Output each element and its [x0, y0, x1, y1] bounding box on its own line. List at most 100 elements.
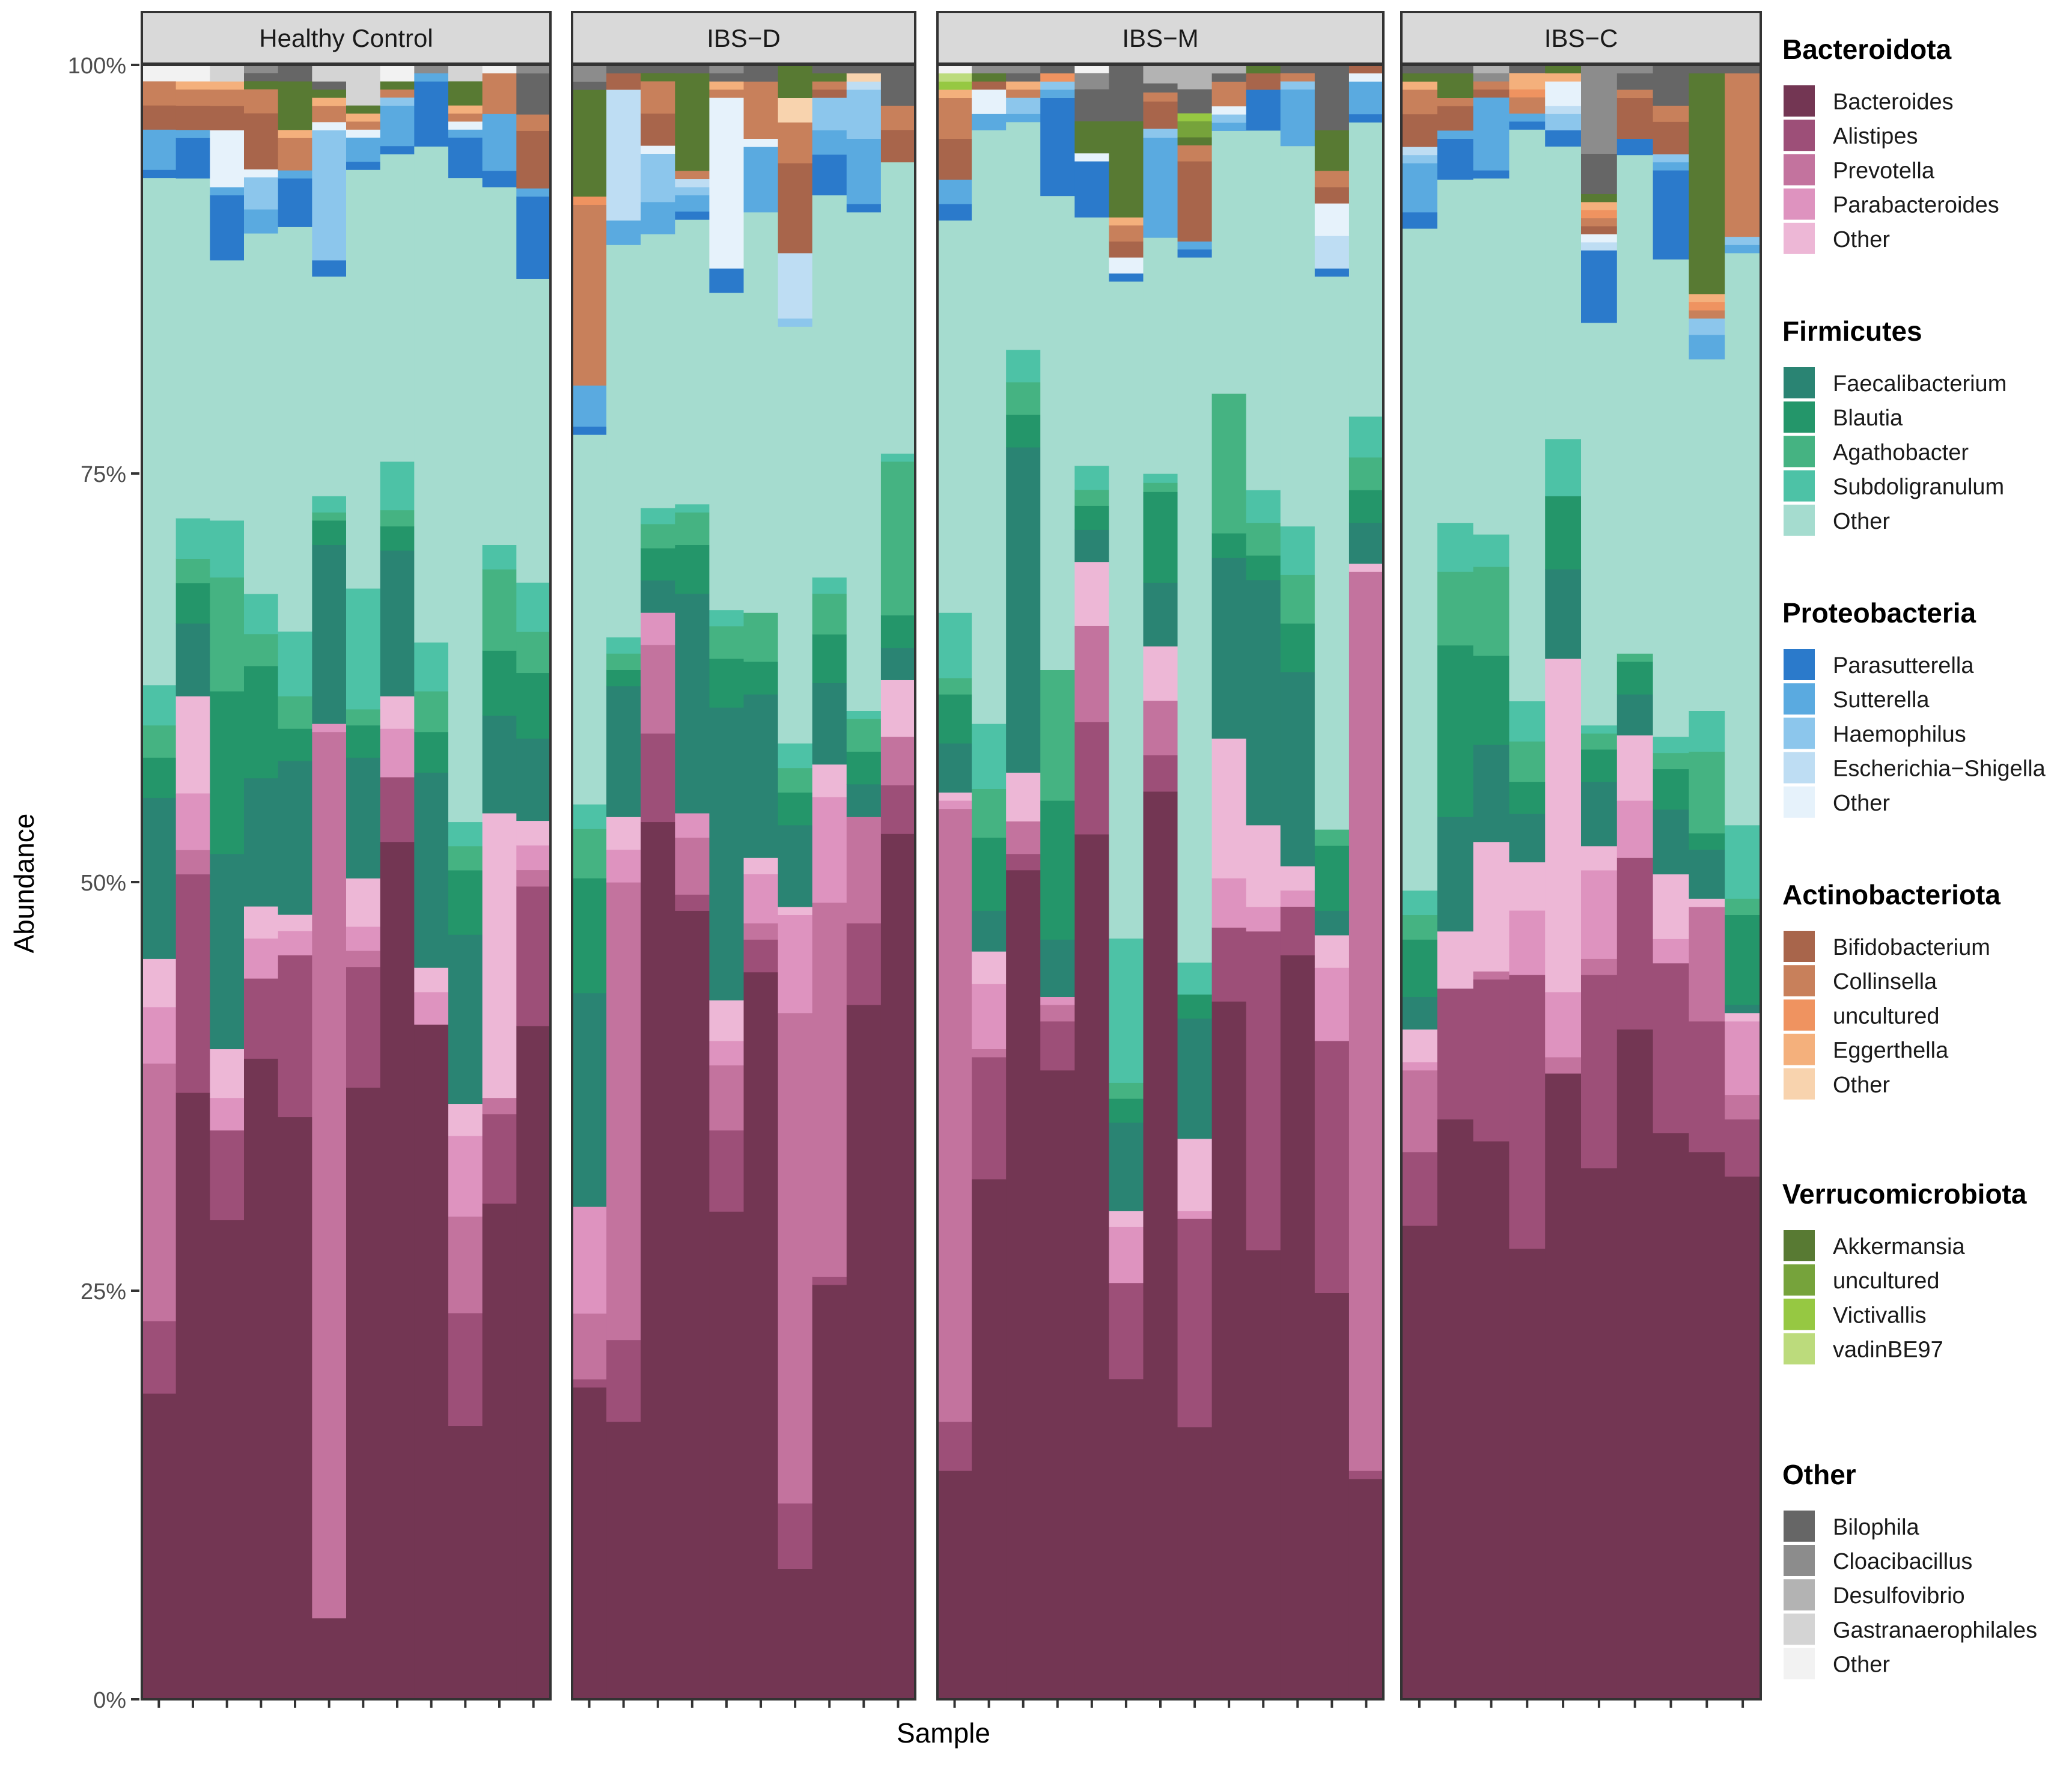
- legend-label: Prevotella: [1833, 158, 1935, 183]
- sample-bar: [1725, 65, 1761, 1700]
- bar-segment-collinsella: [175, 89, 210, 106]
- bar-segment-prevotella: [606, 882, 641, 1341]
- bar-segment-agathobacter: [880, 461, 916, 616]
- bar-segment-parasutterella: [142, 169, 177, 178]
- bar-segment-agathobacter: [1211, 393, 1247, 534]
- sample-bar: [448, 65, 483, 1700]
- bar-segment-collinsella: [516, 114, 551, 131]
- bar-segment-othother: [142, 65, 177, 82]
- bar-segment-parabacteroides: [380, 728, 415, 778]
- bar-segment-bilophila: [244, 73, 279, 82]
- legend-swatch: [1784, 154, 1815, 186]
- bar-segment-alistipes: [1581, 975, 1618, 1169]
- bar-segment-bactother: [1509, 862, 1546, 911]
- bar-segment-bactother: [346, 878, 381, 927]
- bar-segment-faecalibacterium: [778, 824, 813, 907]
- bar-segment-sutterella: [346, 137, 381, 162]
- bar-segment-blautia: [380, 526, 415, 551]
- bar-segment-faecalibacterium: [482, 715, 517, 814]
- bar-segment-subdoligranulum: [175, 518, 210, 559]
- sample-bar: [1473, 65, 1510, 1700]
- legend-swatch: [1784, 401, 1815, 433]
- bar-segment-protother: [1545, 81, 1582, 106]
- bar-segment-bactother: [1143, 646, 1178, 701]
- sample-bar: [880, 65, 916, 1700]
- bar-segment-subdoligranulum: [709, 609, 745, 627]
- bar-segment-gastranaerophilales: [346, 65, 381, 106]
- bar-segment-akkermansia: [448, 81, 483, 106]
- bar-segment-sutterella: [743, 147, 779, 213]
- bar-segment-bacteroides: [743, 972, 779, 1700]
- bar-segment-bactother: [972, 951, 1007, 984]
- bar-segment-faecalibacterium: [709, 707, 745, 1000]
- bar-segment-alistipes: [1725, 1119, 1761, 1177]
- legend-label: Bilophila: [1833, 1515, 1920, 1540]
- bar-segment-alistipes: [1653, 963, 1689, 1134]
- bar-segment-bacteroides: [1006, 869, 1041, 1700]
- bar-segment-agathobacter: [709, 626, 745, 659]
- bar-segment-prevotella: [709, 1065, 745, 1131]
- bar-segment-blautia: [1280, 623, 1315, 672]
- bar-segment-collinsella: [448, 113, 483, 122]
- bar-segment-collinsella: [1581, 218, 1618, 227]
- bar-segment-parasutterella: [278, 178, 312, 227]
- bar-segment-agathobacter: [175, 558, 210, 583]
- bar-segment-blautia: [1348, 490, 1384, 523]
- bar-segment-blautia: [1725, 915, 1761, 1005]
- legend-label: Alistipes: [1833, 124, 1918, 149]
- bar-segment-parabacteroides: [1314, 967, 1350, 1041]
- sample-bar: [1280, 65, 1315, 1700]
- sample-bar: [972, 65, 1007, 1700]
- bar-segment-agathobacter: [210, 577, 245, 692]
- bar-segment-alistipes: [1280, 906, 1315, 955]
- legend-swatch: [1784, 717, 1815, 749]
- bar-segment-firmother: [1689, 359, 1725, 711]
- bar-segment-agathobacter: [937, 678, 972, 695]
- legend-label: Agathobacter: [1833, 440, 1969, 465]
- bar-segment-parabacteroides: [606, 849, 641, 883]
- bar-segment-bacteroides: [516, 1026, 551, 1700]
- bar-segment-subdoligranulum: [482, 544, 517, 570]
- bar-segment-akkermansia: [1109, 121, 1144, 218]
- bar-segment-agathobacter: [572, 829, 607, 878]
- sample-bar: [606, 65, 641, 1700]
- bar-segment-bifidobacterium: [175, 105, 210, 130]
- bar-segment-bacteroides: [1143, 791, 1178, 1700]
- bar-segment-collinsella: [1616, 89, 1654, 98]
- bar-segment-bilophila: [1211, 73, 1247, 82]
- bar-segment-parabacteroides: [142, 1006, 177, 1064]
- legend-swatch: [1784, 470, 1815, 502]
- bar-segment-parasutterella: [1437, 138, 1474, 180]
- bar-segment-collinsella: [675, 170, 710, 180]
- bar-segment-collinsella: [1143, 92, 1178, 102]
- bar-segment-protother: [210, 130, 245, 187]
- bar-segment-bactother: [482, 812, 517, 1098]
- bar-segment-parasutterella: [1581, 250, 1618, 323]
- bar-segment-parasutterella: [175, 138, 210, 179]
- bar-segment-subdoligranulum: [1581, 725, 1618, 734]
- bar-segment-faecalibacterium: [606, 686, 641, 817]
- bar-segment-bilophila: [846, 65, 882, 74]
- sample-bar: [1616, 65, 1654, 1700]
- bar-segment-collinsella: [1689, 310, 1725, 319]
- sample-bar: [1581, 65, 1618, 1700]
- bar-segment-faecalibacterium: [572, 993, 607, 1207]
- bar-segment-agathobacter: [1581, 733, 1618, 750]
- legend-swatch: [1784, 1613, 1815, 1645]
- bar-segment-bilophila: [1725, 65, 1761, 74]
- bar-segment-alistipes: [937, 1421, 972, 1471]
- bar-segment-prevotella: [972, 1049, 1007, 1058]
- bar-segment-sutterella: [210, 186, 245, 196]
- bar-segment-escherichia: [1545, 105, 1582, 114]
- bar-segment-subdoligranulum: [244, 594, 279, 635]
- bar-segment-bactother: [1314, 934, 1350, 968]
- bar-segment-prevotella: [1143, 700, 1178, 756]
- bar-segment-haemophilus: [1545, 114, 1582, 130]
- legend-title: Verrucomicrobiota: [1782, 1178, 2027, 1210]
- bar-segment-parabacteroides: [572, 1206, 607, 1314]
- legend-swatch: [1784, 1068, 1815, 1100]
- bar-segment-bilophila: [1653, 65, 1689, 106]
- y-tick-label: 100%: [68, 53, 126, 79]
- bar-segment-bactother: [1725, 1012, 1761, 1022]
- bar-segment-parasutterella: [709, 268, 745, 293]
